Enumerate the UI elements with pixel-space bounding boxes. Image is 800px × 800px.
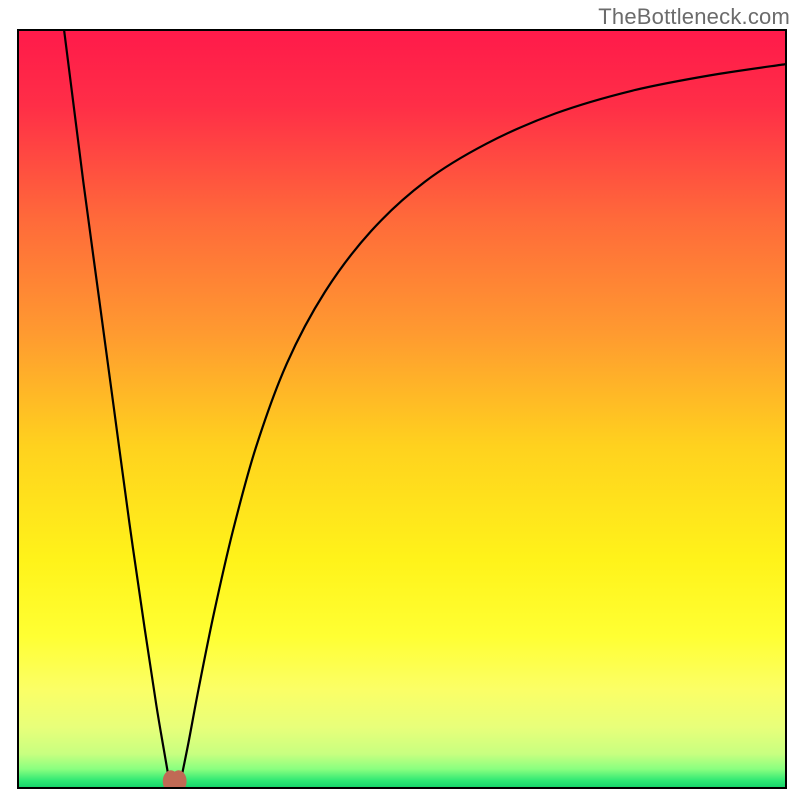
minimum-marker — [163, 770, 187, 792]
gradient-background — [18, 30, 786, 788]
plot-area — [18, 30, 786, 793]
figure-root: TheBottleneck.com — [0, 0, 800, 800]
bottleneck-chart — [0, 0, 800, 800]
